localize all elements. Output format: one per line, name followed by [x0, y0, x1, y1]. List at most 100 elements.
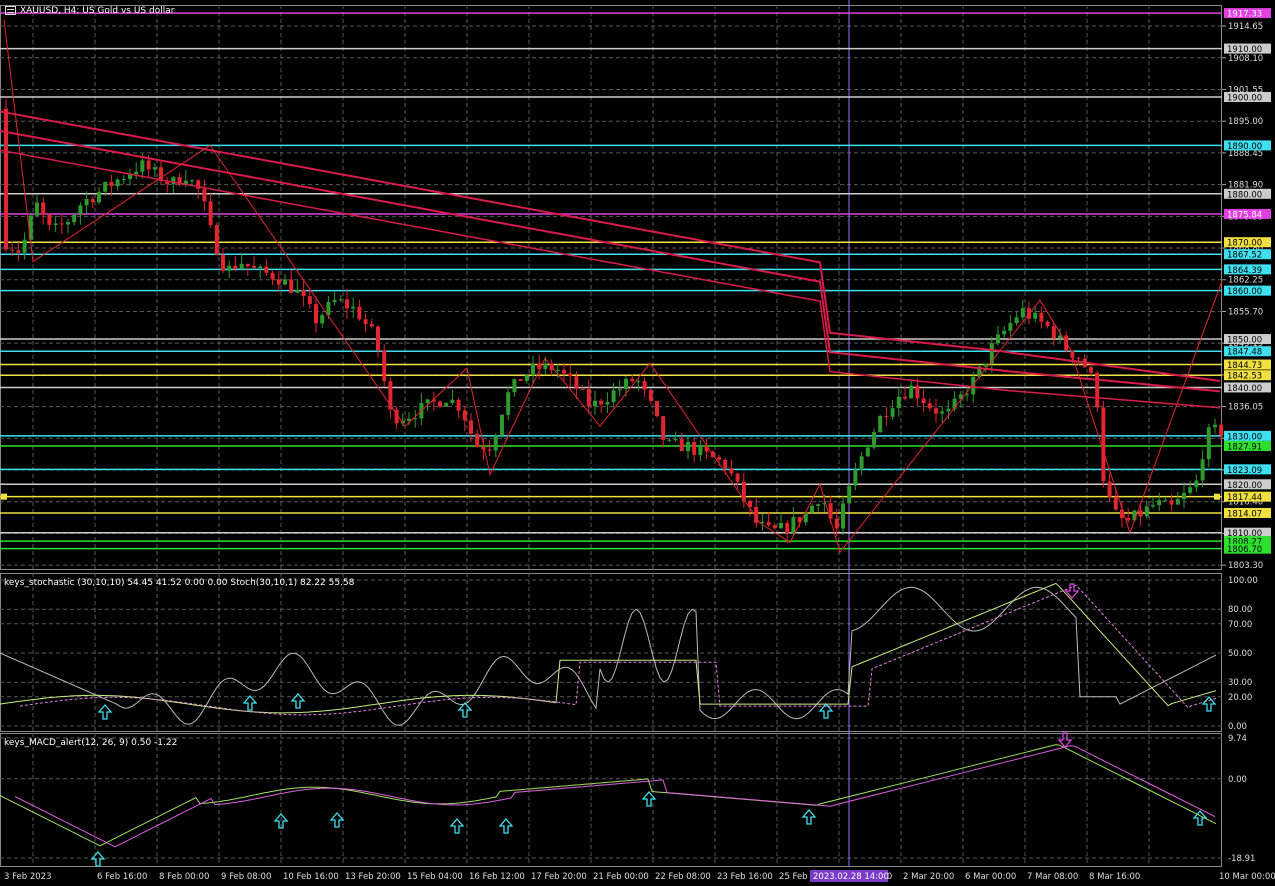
- time-label: 8 Feb 00:00: [159, 872, 209, 882]
- price-tick-label: 1855.70: [1228, 307, 1263, 317]
- candle-body: [1157, 500, 1162, 506]
- candle-body: [1138, 510, 1143, 517]
- candle-body: [270, 272, 275, 280]
- price-label-box: [1224, 370, 1271, 381]
- price-label-text: 1844.73: [1227, 361, 1262, 371]
- candle-body: [134, 171, 139, 175]
- candle-body: [72, 214, 77, 223]
- candle-body: [834, 518, 839, 529]
- candle-body: [208, 201, 213, 226]
- candle-body: [382, 350, 387, 382]
- candle-body: [611, 390, 616, 402]
- sell-arrow-icon-shape: [1057, 732, 1073, 748]
- candle-body: [872, 432, 876, 448]
- moving-average-line: [0, 110, 1221, 382]
- macd-tick-label: -18.91: [1228, 854, 1255, 864]
- candle-body: [655, 400, 659, 417]
- macd-tick-label: 9.74: [1228, 734, 1247, 744]
- candle-body: [692, 441, 697, 455]
- stoch-tick-label: 80.00: [1228, 605, 1252, 615]
- price-label-box: [1224, 527, 1271, 538]
- candle-body: [78, 205, 83, 215]
- price-label-text: 1842.53: [1227, 372, 1262, 382]
- macd-main-line: [0, 744, 1217, 847]
- candle-body: [580, 388, 585, 390]
- candle-body: [357, 306, 362, 320]
- chart-menu-icon[interactable]: [5, 6, 16, 15]
- candle-body: [779, 522, 783, 529]
- candle-body: [35, 202, 39, 216]
- candle-body: [4, 108, 8, 250]
- candle-body: [1058, 335, 1062, 339]
- price-tick-label: 1914.65: [1228, 22, 1263, 32]
- candle-body: [599, 400, 604, 405]
- buy-arrow-icon-shape: [273, 813, 289, 829]
- candle-body: [1107, 481, 1112, 497]
- candle-body: [816, 504, 821, 506]
- candle-body: [661, 416, 666, 440]
- candle-body: [59, 223, 64, 225]
- candle-body: [741, 481, 746, 501]
- price-label-box: [1224, 464, 1271, 475]
- candle-body: [1113, 496, 1118, 510]
- candle-body: [723, 459, 728, 469]
- time-label: 6 Mar 00:00: [965, 872, 1016, 882]
- candle-body: [16, 250, 21, 253]
- price-label-text: 1820.00: [1227, 481, 1262, 491]
- macd-tick-label: 0.00: [1228, 775, 1247, 785]
- stoch-tick-label: 50.00: [1228, 649, 1252, 659]
- candle-body: [1126, 517, 1131, 521]
- candle-body: [444, 402, 449, 407]
- candle-body: [1206, 427, 1211, 460]
- time-label: 8 Mar 16:00: [1089, 872, 1140, 882]
- candle-body: [574, 376, 579, 389]
- candle-body: [152, 167, 157, 170]
- buy-arrow-icon: [641, 791, 657, 807]
- candle-body: [1169, 500, 1174, 505]
- candle-body: [165, 181, 170, 185]
- candle-body: [450, 399, 455, 403]
- candle-body: [456, 399, 461, 411]
- candle-body: [1033, 312, 1038, 319]
- candle-body: [506, 392, 511, 415]
- candle-body: [754, 506, 759, 524]
- price-label-text: 1810.00: [1227, 529, 1262, 539]
- time-label: 10 Feb 16:00: [283, 872, 339, 882]
- price-label-box: [1224, 543, 1271, 554]
- candle-body: [717, 457, 721, 460]
- candle-body: [28, 215, 33, 240]
- candle-body: [289, 279, 294, 293]
- candle-body: [518, 379, 523, 381]
- candle-body: [1163, 500, 1168, 502]
- price-label-text: 1814.07: [1227, 509, 1262, 519]
- candle-body: [1008, 323, 1013, 331]
- stoch-tick-label: 30.00: [1228, 678, 1252, 688]
- candle-body: [1175, 499, 1180, 505]
- candle-body: [227, 265, 232, 271]
- candle-body: [1213, 424, 1217, 428]
- candle-body: [283, 279, 287, 285]
- candle-body: [512, 379, 517, 393]
- candle-body: [177, 177, 182, 185]
- buy-arrow-icon-shape: [97, 704, 113, 720]
- candle-body: [841, 503, 845, 529]
- level-marker: [1, 493, 7, 500]
- candle-body: [927, 403, 932, 409]
- price-label-box: [1224, 140, 1271, 151]
- candle-body: [766, 521, 771, 526]
- candle-body: [989, 343, 994, 364]
- price-label-text: 1850.00: [1227, 336, 1262, 346]
- candle-body: [729, 468, 734, 474]
- candle-body: [921, 398, 926, 404]
- buy-arrow-icon: [329, 812, 345, 828]
- candle-body: [760, 521, 765, 524]
- candle-body: [952, 398, 957, 409]
- price-label-box: [1224, 507, 1271, 518]
- candle-body: [351, 306, 356, 309]
- candle-body: [785, 522, 790, 534]
- candle-body: [115, 179, 120, 187]
- candle-body: [1194, 480, 1199, 488]
- sell-arrow-icon: [1064, 583, 1080, 599]
- price-label-box: [1224, 188, 1271, 199]
